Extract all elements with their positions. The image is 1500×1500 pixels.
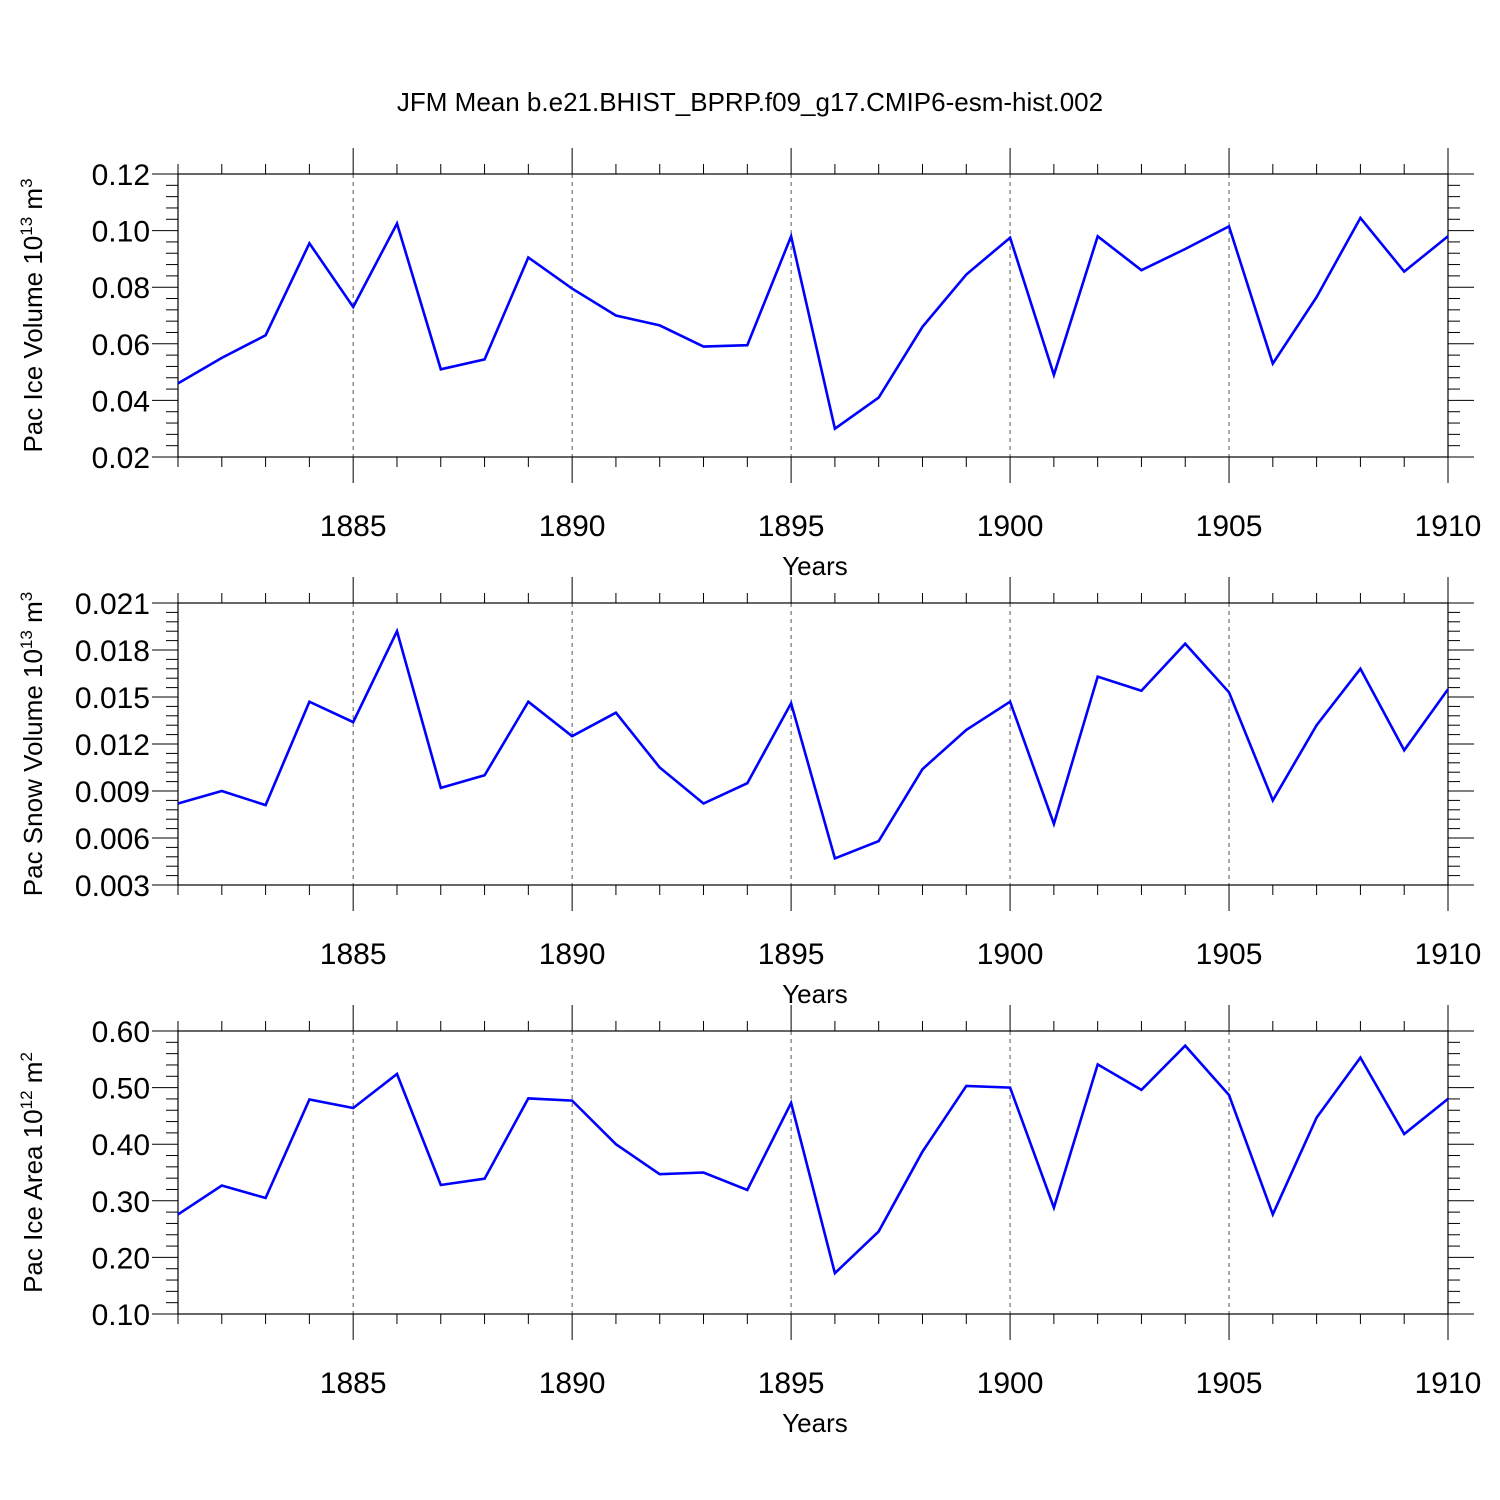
y-tick-label: 0.006	[75, 823, 150, 856]
y-tick-label: 0.009	[75, 776, 150, 809]
x-tick-label: 1885	[320, 510, 387, 543]
x-tick-label: 1910	[1415, 510, 1482, 543]
y-tick-label: 0.06	[92, 329, 150, 362]
x-tick-label: 1895	[758, 1367, 825, 1400]
y-tick-label: 0.021	[75, 588, 150, 621]
x-tick-label: 1905	[1196, 1367, 1263, 1400]
plot-frame	[177, 602, 1449, 886]
y-tick-label: 0.012	[75, 729, 150, 762]
y-tick-label: 0.60	[92, 1016, 150, 1049]
y-tick-label: 0.018	[75, 635, 150, 668]
x-tick-label: 1910	[1415, 1367, 1482, 1400]
y-axis-label: Pac Ice Area 1012 m2	[17, 1052, 48, 1293]
x-tick-label: 1910	[1415, 938, 1482, 971]
y-tick-label: 0.10	[92, 1299, 150, 1332]
x-tick-label: 1885	[320, 1367, 387, 1400]
x-tick-label: 1890	[539, 1367, 606, 1400]
figure-title: JFM Mean b.e21.BHIST_BPRP.f09_g17.CMIP6-…	[397, 87, 1103, 117]
y-tick-label: 0.003	[75, 870, 150, 903]
y-tick-label: 0.50	[92, 1073, 150, 1106]
chart-panels: 0.02 0.04 0.06 0.08 0.10 0.12 1885 1890 1895 1900…	[17, 148, 1481, 1438]
series-line	[177, 215, 1449, 431]
y-tick-label: 0.20	[92, 1242, 150, 1275]
x-axis-label: Years	[782, 1408, 848, 1438]
x-axis-label: Years	[782, 551, 848, 581]
plot-frame	[177, 1030, 1449, 1315]
y-axis-label: Pac Ice Volume 1013 m3	[17, 178, 48, 452]
y-tick-label: 0.08	[92, 272, 150, 305]
x-axis-label: Years	[782, 979, 848, 1009]
x-tick-label: 1885	[320, 938, 387, 971]
y-tick-label: 0.40	[92, 1129, 150, 1162]
x-tick-label: 1900	[977, 938, 1044, 971]
x-tick-label: 1905	[1196, 510, 1263, 543]
x-tick-label: 1890	[539, 938, 606, 971]
chart-panel-3: 0.10 0.20 0.30 0.40 0.50 0.60 1885 1890 1895 1900…	[17, 1005, 1481, 1438]
series-line	[177, 1043, 1449, 1276]
y-tick-label: 0.10	[92, 216, 150, 249]
y-tick-label: 0.015	[75, 682, 150, 715]
chart-panel-1: 0.02 0.04 0.06 0.08 0.10 0.12 1885 1890 1895 1900…	[17, 148, 1481, 581]
x-tick-label: 1905	[1196, 938, 1263, 971]
y-tick-label: 0.04	[92, 385, 150, 418]
y-tick-label: 0.12	[92, 159, 150, 192]
x-tick-label: 1900	[977, 510, 1044, 543]
series-line	[177, 627, 1450, 861]
y-tick-label: 0.30	[92, 1186, 150, 1219]
plot-frame	[177, 173, 1449, 458]
x-tick-label: 1890	[539, 510, 606, 543]
x-tick-label: 1895	[758, 510, 825, 543]
y-axis-label: Pac Snow Volume 1013 m3	[17, 592, 48, 896]
x-tick-label: 1895	[758, 938, 825, 971]
chart-panel-2: 0.003 0.006 0.009 0.012 0.015 0.018 0.021 1885 1…	[17, 577, 1481, 1009]
x-tick-label: 1900	[977, 1367, 1044, 1400]
y-tick-label: 0.02	[92, 442, 150, 475]
